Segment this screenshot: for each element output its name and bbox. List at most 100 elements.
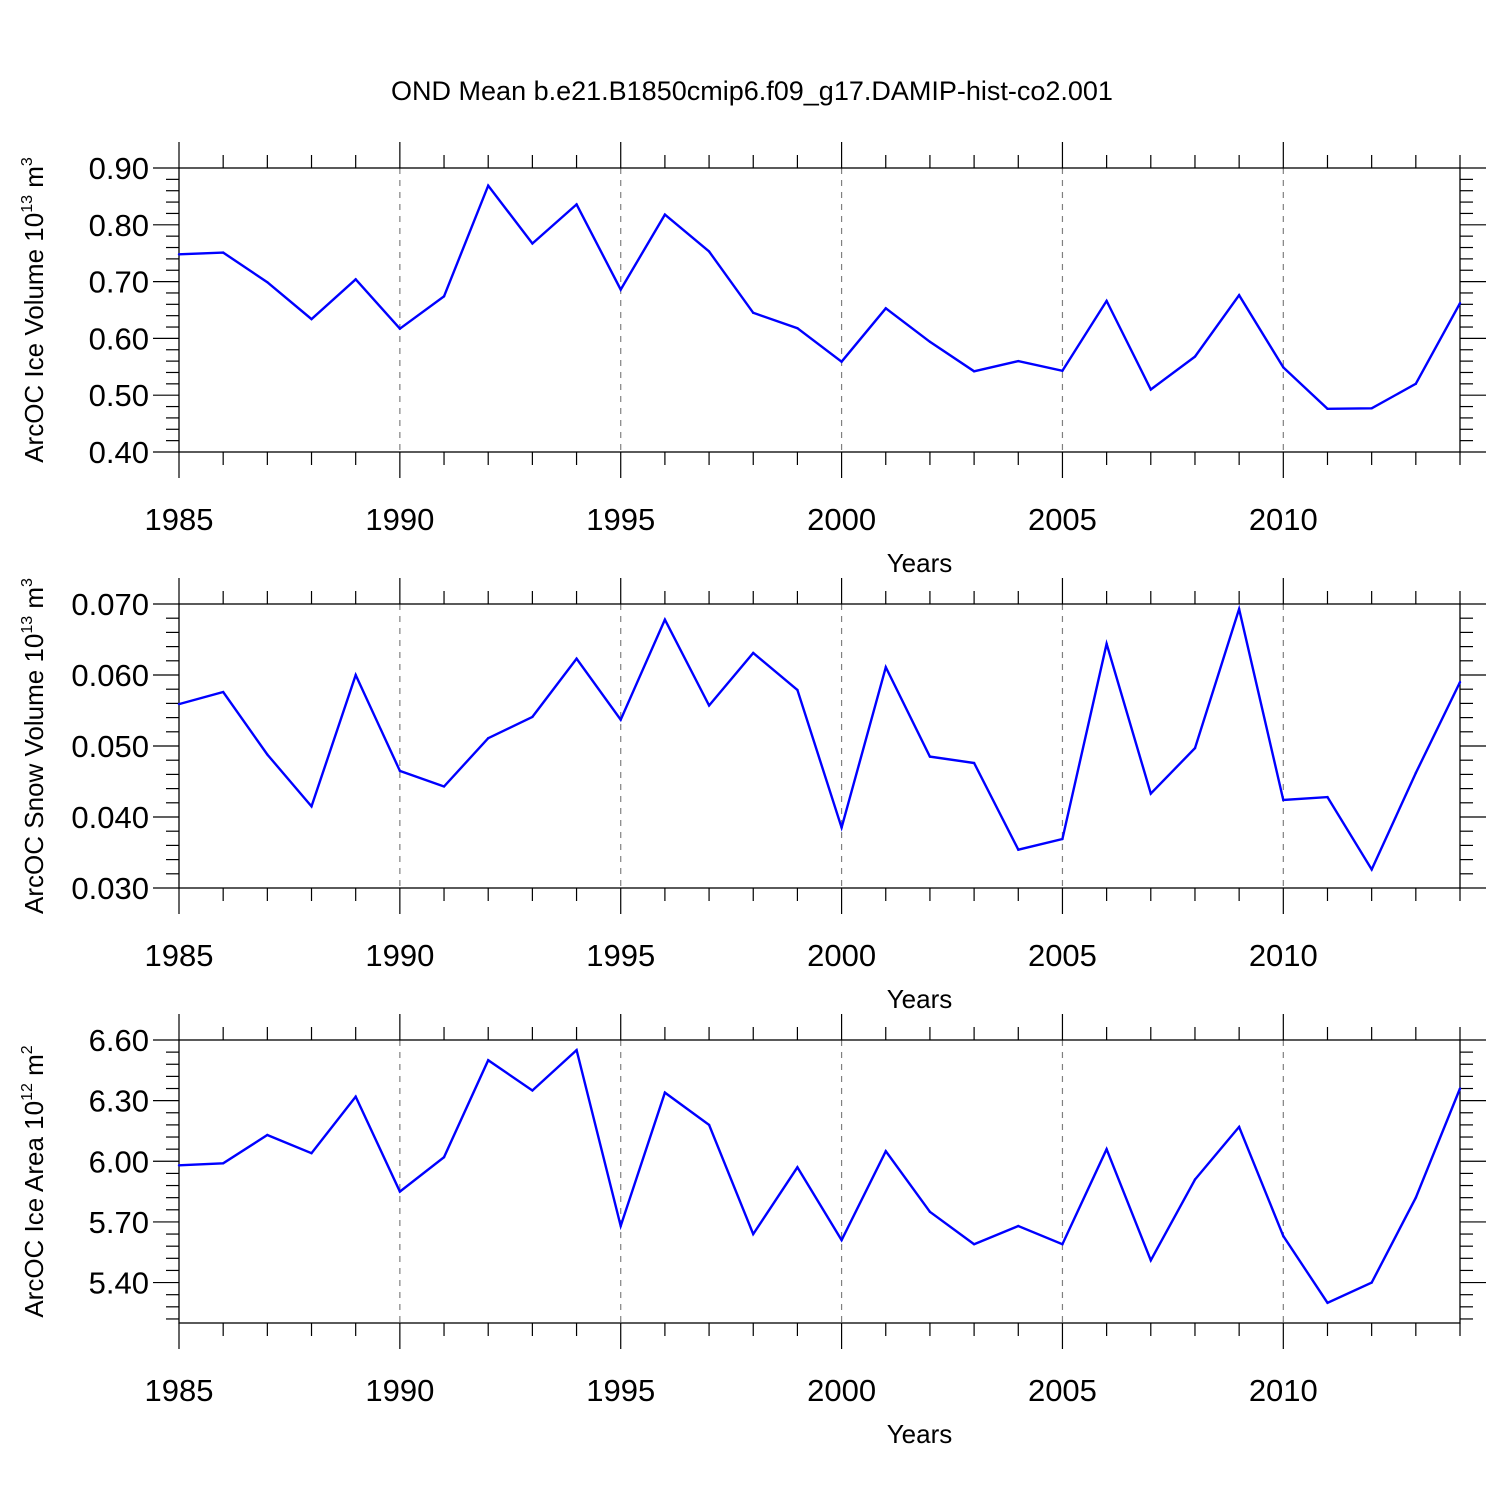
series-line-ice-volume — [178, 183, 1462, 411]
y-tick-label: 0.070 — [71, 587, 149, 622]
data-point — [1282, 798, 1285, 802]
y-tick-label: 6.30 — [89, 1084, 149, 1119]
y-axis-label-exponent: 13 — [19, 195, 36, 213]
x-tick-label: 1995 — [586, 938, 655, 973]
x-tick-label: 1995 — [586, 1373, 655, 1408]
data-point — [1149, 1259, 1152, 1262]
y-axis-label-unit-exponent: 3 — [19, 157, 36, 166]
data-point — [707, 704, 711, 707]
chart-panel-snow-volume: 0.030 0.040 0.050 0.060 0.070 1985 1990 1995 200… — [19, 578, 1486, 1014]
x-tick-label: 2000 — [807, 502, 876, 537]
plot-frame — [178, 1039, 1461, 1324]
data-point — [1237, 1125, 1241, 1129]
data-point — [1017, 359, 1020, 363]
x-tick-label: 2005 — [1028, 1373, 1097, 1408]
data-point — [752, 311, 755, 315]
data-point — [1061, 1242, 1064, 1246]
data-point — [840, 360, 843, 363]
data-point — [1414, 382, 1418, 386]
data-point — [354, 673, 357, 677]
data-point — [1105, 299, 1108, 303]
y-tick-label: 0.040 — [71, 800, 149, 835]
x-axis-label: Years — [887, 548, 953, 578]
data-point — [619, 288, 622, 291]
data-point — [884, 1149, 887, 1153]
data-point — [575, 1048, 578, 1052]
x-tick-label: 2005 — [1028, 502, 1097, 537]
data-point — [1061, 837, 1064, 841]
data-point — [1017, 848, 1020, 851]
data-point — [1326, 795, 1329, 799]
y-axis-label-unit: m — [19, 587, 49, 616]
data-point — [1326, 407, 1329, 411]
y-axis-label-unit: m — [19, 166, 49, 195]
data-point — [398, 327, 402, 330]
y-tick-label: 6.00 — [89, 1144, 149, 1179]
data-point — [266, 280, 269, 284]
data-point — [1237, 607, 1241, 611]
x-axis-label: Years — [887, 1419, 953, 1449]
y-tick-label: 0.70 — [89, 265, 149, 300]
y-tick-label: 5.40 — [89, 1266, 149, 1301]
data-point — [1458, 301, 1462, 305]
y-axis-label-exponent: 12 — [19, 1083, 36, 1101]
data-point — [1105, 642, 1108, 645]
data-point — [575, 203, 578, 206]
plot-frame — [178, 167, 1461, 453]
data-point — [1458, 1087, 1462, 1090]
data-point — [752, 1232, 755, 1236]
data-point — [1370, 868, 1373, 871]
y-axis-label: ArcOC Ice Volume 1013 m3 — [19, 157, 49, 463]
data-point — [531, 1089, 534, 1092]
y-axis-label-unit-exponent: 2 — [19, 1045, 36, 1054]
data-point — [1326, 1301, 1329, 1304]
y-tick-label: 0.90 — [89, 151, 149, 186]
data-point — [884, 307, 887, 310]
data-point — [221, 1162, 225, 1165]
x-tick-label: 2005 — [1028, 938, 1097, 973]
data-point — [1017, 1224, 1020, 1228]
data-point — [1370, 1281, 1373, 1284]
data-point — [707, 1123, 711, 1127]
data-point — [707, 250, 711, 253]
data-point — [1282, 1234, 1285, 1238]
data-point — [442, 785, 446, 788]
data-point — [310, 805, 313, 808]
data-point — [619, 718, 622, 721]
data-point — [796, 688, 799, 692]
x-tick-label: 1985 — [145, 938, 214, 973]
data-point — [575, 657, 578, 660]
data-point — [1193, 355, 1197, 358]
x-tick-label: 2010 — [1249, 938, 1318, 973]
data-point — [752, 651, 755, 655]
data-point — [266, 1133, 269, 1137]
x-tick-label: 1990 — [365, 938, 434, 973]
data-point — [1282, 366, 1285, 369]
data-point — [531, 715, 534, 719]
data-point — [221, 251, 225, 254]
data-point — [619, 1224, 622, 1228]
data-point — [354, 1095, 357, 1098]
data-point — [1149, 792, 1152, 795]
data-point — [487, 184, 490, 187]
data-point — [442, 295, 446, 298]
data-point — [221, 690, 225, 694]
data-point — [928, 1210, 932, 1214]
data-point — [796, 326, 799, 330]
data-point — [796, 1166, 799, 1169]
data-point — [972, 1242, 976, 1246]
y-tick-label: 6.60 — [89, 1023, 149, 1058]
y-tick-label: 0.40 — [89, 435, 149, 470]
y-axis-label-exponent: 13 — [19, 616, 36, 634]
y-tick-label: 0.050 — [71, 729, 149, 764]
x-tick-label: 2000 — [807, 938, 876, 973]
data-point — [1237, 294, 1241, 297]
x-tick-label: 1985 — [145, 502, 214, 537]
y-axis-label-main: ArcOC Ice Area 10 — [19, 1101, 49, 1318]
data-point — [487, 736, 490, 740]
data-point — [1370, 407, 1373, 410]
x-tick-label: 2010 — [1249, 1373, 1318, 1408]
x-tick-label: 2000 — [807, 1373, 876, 1408]
